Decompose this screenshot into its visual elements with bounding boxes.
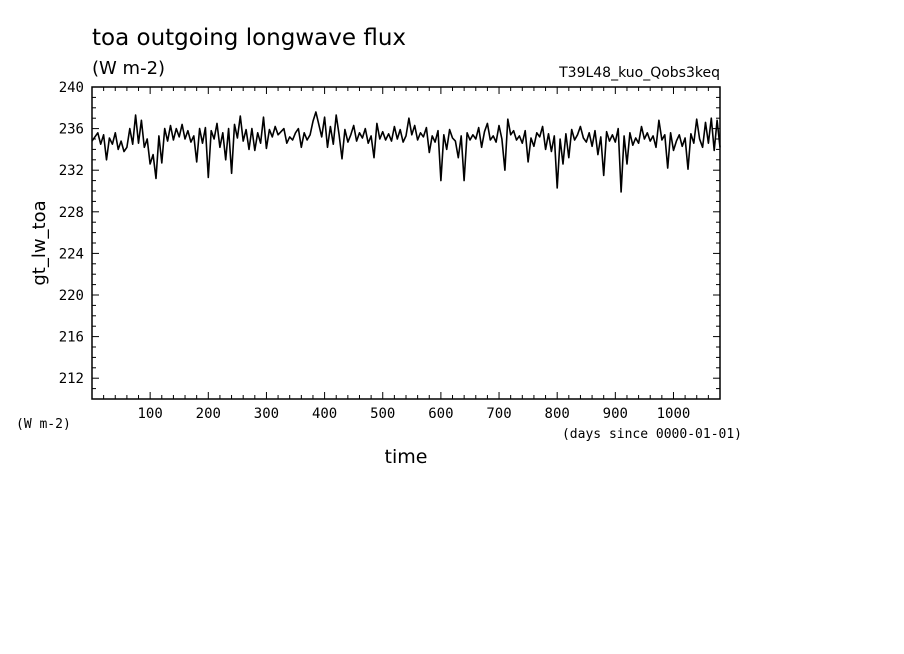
x-tick-label: 400 [312,406,337,422]
x-tick-label: 900 [603,406,628,422]
y-tick-label: 220 [59,288,84,304]
x-tick-label: 700 [486,406,511,422]
y-axis-units: (W m-2) [16,417,71,432]
y-tick-label: 216 [59,330,84,346]
y-axis-tick-labels: 212 216 220 224 228 232 236 240 [59,80,84,387]
x-tick-label: 1000 [657,406,691,422]
x-axis-ticks [103,87,709,399]
x-tick-label: 600 [428,406,453,422]
x-tick-label: 100 [137,406,162,422]
x-axis-units: (days since 0000-01-01) [562,427,742,442]
y-tick-label: 236 [59,122,84,138]
y-tick-label: 224 [59,246,84,262]
chart-title: toa outgoing longwave flux [92,25,406,51]
y-tick-label: 228 [59,205,84,221]
series-line [91,111,721,193]
x-tick-label: 200 [196,406,221,422]
x-axis-tick-labels: 100 200 300 400 500 600 700 800 900 1000 [137,406,690,422]
y-tick-label: 212 [59,371,84,387]
x-tick-label: 500 [370,406,395,422]
y-axis-ticks [92,96,720,390]
y-axis-label: gt_lw_toa [29,200,50,285]
experiment-label: T39L48_kuo_Qobs3keq [558,65,720,81]
x-tick-label: 300 [254,406,279,422]
chart-subtitle: (W m-2) [92,58,165,79]
y-tick-label: 240 [59,80,84,96]
x-axis-label: time [385,446,428,468]
x-tick-label: 800 [545,406,570,422]
y-tick-label: 232 [59,163,84,179]
